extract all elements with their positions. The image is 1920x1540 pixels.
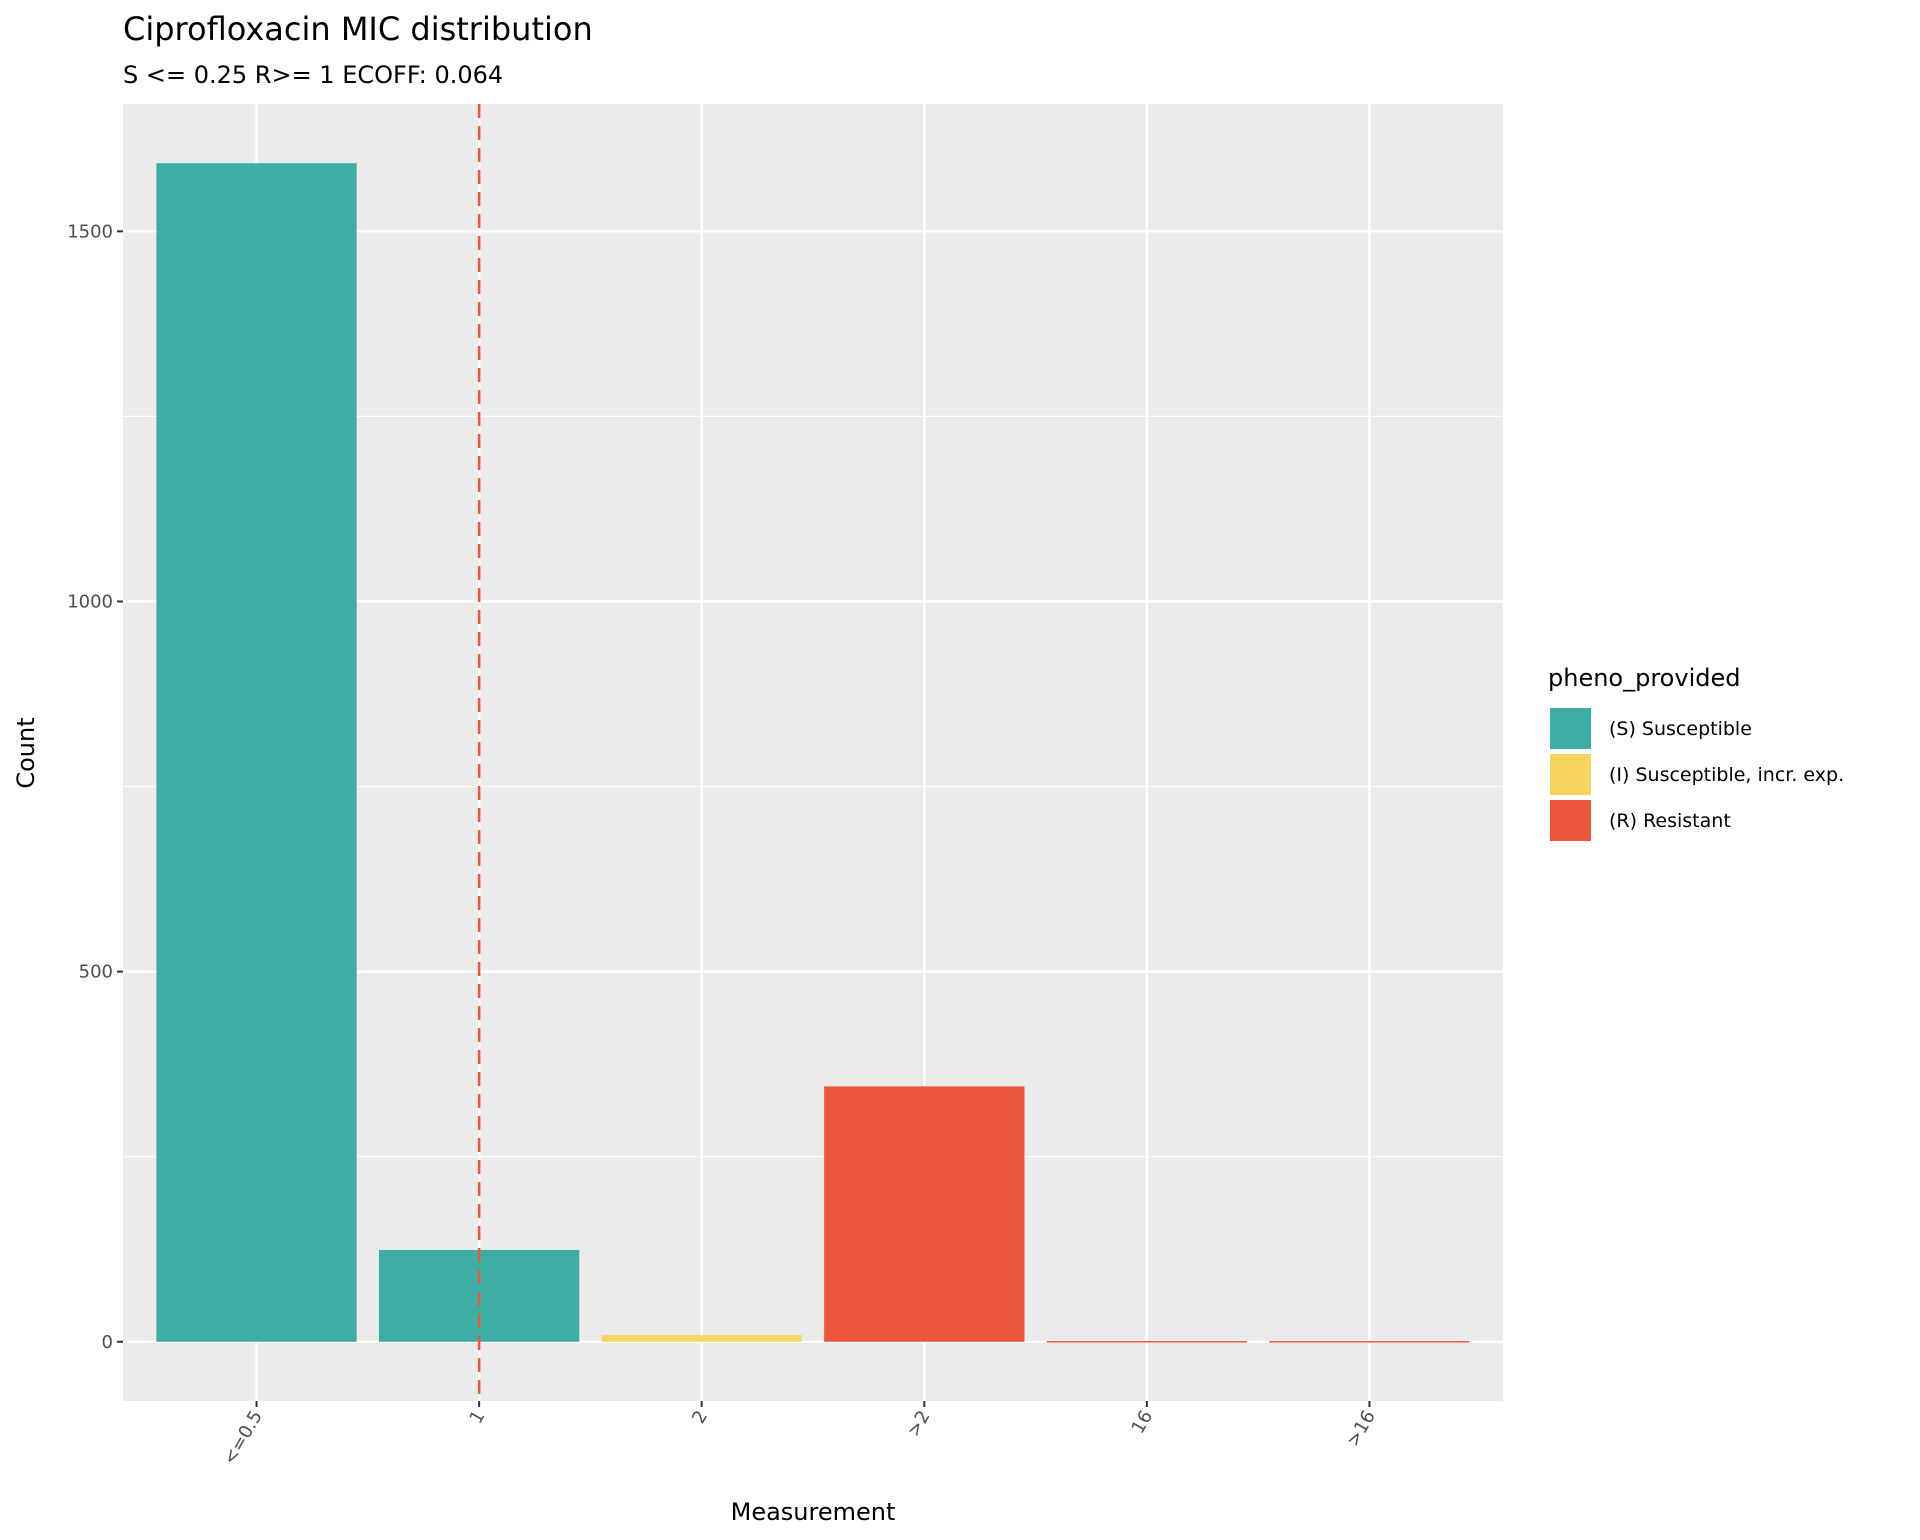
x-tick-label: <=0.5 [219,1407,267,1468]
legend: pheno_provided (S) Susceptible (I) Suscep… [1548,664,1844,843]
legend-key [1548,798,1593,843]
y-tick-label: 0 [102,1332,113,1353]
bar-16 [1046,1341,1248,1343]
legend-label: (I) Susceptible, incr. exp. [1609,764,1844,786]
legend-label: (S) Susceptible [1609,718,1752,740]
x-axis: <=0.5 1 2 >2 16 >16 [219,1401,1380,1468]
legend-key [1548,752,1593,797]
y-tick-label: 1500 [67,221,113,242]
bar-2 [601,1335,802,1342]
x-tick-label: >16 [1343,1407,1380,1450]
chart-subtitle: S <= 0.25 R>= 1 ECOFF: 0.064 [123,61,503,89]
x-tick-label: 16 [1128,1407,1158,1437]
legend-label: (R) Resistant [1609,810,1731,832]
y-axis-label: Count [12,717,40,788]
legend-key [1548,706,1593,751]
bar->2 [824,1086,1025,1342]
y-tick-label: 500 [79,962,113,983]
bar->16 [1269,1341,1470,1343]
legend-title: pheno_provided [1548,664,1740,692]
bar-<=0.5 [156,163,357,1342]
chart-title: Ciprofloxacin MIC distribution [123,10,593,48]
x-tick-label: 2 [688,1407,712,1427]
bars [156,163,1470,1343]
y-tick-label: 1000 [67,591,113,612]
x-axis-label: Measurement [731,1498,896,1526]
x-tick-label: 1 [466,1407,490,1427]
x-tick-label: >2 [903,1407,934,1440]
y-axis: 0 500 1000 1500 [67,221,123,1353]
